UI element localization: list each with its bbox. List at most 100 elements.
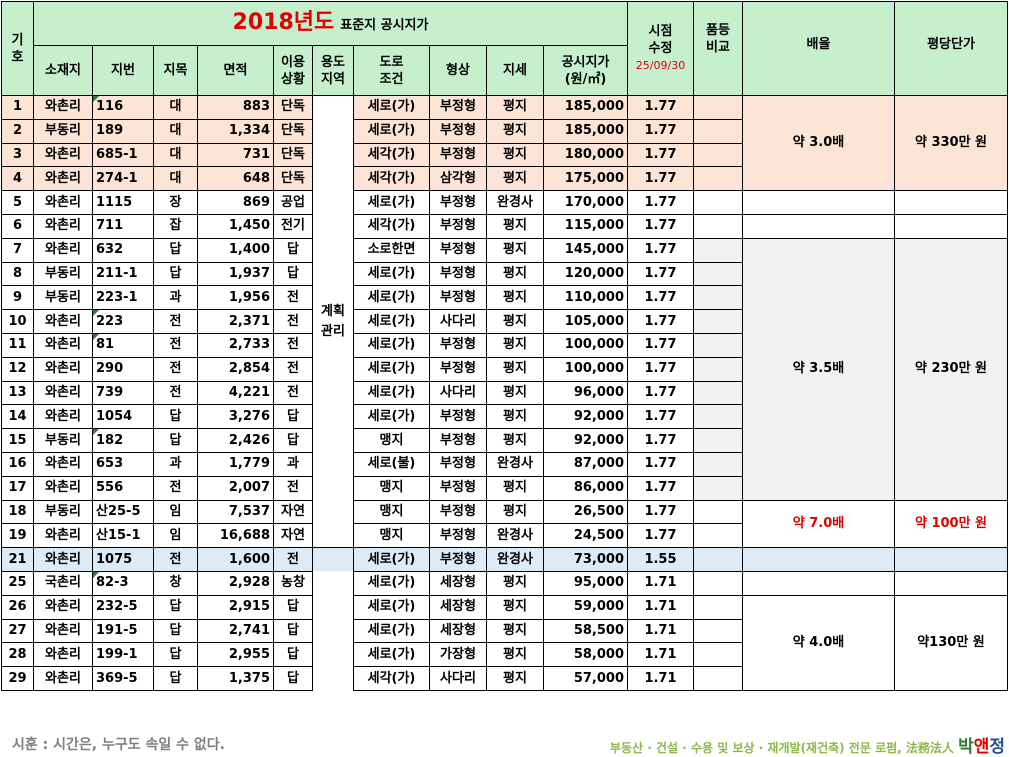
grade-compare-cell: [693, 237, 743, 263]
lot-number-cell: 223-1: [92, 285, 154, 311]
area-cell: 2,915: [197, 594, 274, 620]
area-cell: 1,334: [197, 118, 274, 144]
area-cell: 2,854: [197, 356, 274, 382]
road-condition-cell: 세로(가): [353, 118, 430, 144]
usage-cell: 전: [273, 285, 313, 311]
shape-cell: 가장형: [429, 642, 487, 668]
time-adjust-cell: 1.77: [627, 451, 694, 477]
table-row: 26 와촌리 232-5 답 2,915 답 세로(가) 세장형 평지 59,000 1.71 약 4…: [1, 594, 1008, 691]
time-adjust-cell: 1.77: [627, 237, 694, 263]
road-condition-cell: 세로(가): [353, 356, 430, 382]
road-condition-cell: 세로(가): [353, 332, 430, 358]
shape-cell: 부정형: [429, 261, 487, 287]
usage-cell: 전: [273, 475, 313, 501]
table-row: 17 와촌리 556 전 2,007 전 맹지 부정형 평지 86,000 1.77: [1, 475, 1008, 501]
terrain-cell: 평지: [486, 142, 544, 168]
usage-cell: 단독: [273, 95, 313, 120]
terrain-cell: 평지: [486, 594, 544, 620]
table-row: 18 부동리 산25-5 임 7,537 자연 맹지 부정형 평지 26,500 1.77 약 7.0…: [1, 499, 1008, 549]
grade-compare-cell: [693, 570, 743, 596]
grade-compare-cell: [693, 142, 743, 168]
location-cell: 와촌리: [33, 523, 93, 549]
group-ratio-cell: [742, 213, 895, 239]
shape-cell: 부정형: [429, 428, 487, 453]
usage-cell: 답: [273, 618, 313, 644]
land-category-cell: 전: [153, 309, 198, 334]
lot-number-cell: 211-1: [92, 261, 154, 287]
time-adjust-cell: 1.77: [627, 428, 694, 453]
land-category-cell: 전: [153, 547, 198, 572]
row-number: 3: [1, 142, 34, 168]
lot-number-cell: 223: [92, 309, 154, 334]
terrain-cell: 평지: [486, 666, 544, 691]
row-number: 15: [1, 428, 34, 453]
grade-compare-cell: [693, 523, 743, 549]
group-price-cell: [894, 547, 1008, 572]
usage-cell: 답: [273, 237, 313, 263]
terrain-cell: 평지: [486, 285, 544, 311]
land-category-cell: 답: [153, 404, 198, 430]
price-cell: 100,000: [543, 332, 628, 358]
firm-name-3: 정: [989, 737, 1005, 757]
price-cell: 57,000: [543, 666, 628, 691]
time-adjust-cell: 1.77: [627, 404, 694, 430]
price-cell: 105,000: [543, 309, 628, 334]
time-adjust-cell: 1.71: [627, 570, 694, 596]
time-adjust-cell: 1.77: [627, 285, 694, 311]
shape-cell: 세장형: [429, 618, 487, 644]
terrain-cell: 평지: [486, 475, 544, 501]
usage-cell: 전: [273, 356, 313, 382]
shape-cell: 세장형: [429, 594, 487, 620]
header-grade-compare: 품등 비교: [693, 1, 743, 96]
time-adjust-cell: 1.77: [627, 95, 694, 120]
price-cell: 120,000: [543, 261, 628, 287]
road-condition-cell: 맹지: [353, 475, 430, 501]
road-condition-cell: 소로한면: [353, 237, 430, 263]
table-row: 25 국촌리 82-3 창 2,928 농창 세로(가) 세장형 평지 95,000 1.71: [1, 570, 1008, 596]
location-cell: 부동리: [33, 499, 93, 525]
location-cell: 와촌리: [33, 666, 93, 691]
terrain-cell: 평지: [486, 118, 544, 144]
zone-cell: [312, 595, 354, 620]
table-row: 27 와촌리 191-5 답 2,741 답 세로(가) 세장형 평지 58,500 1.71: [1, 618, 1008, 644]
price-cell: 110,000: [543, 285, 628, 311]
road-condition-cell: 세로(가): [353, 570, 430, 596]
time-adjust-cell: 1.77: [627, 261, 694, 287]
area-cell: 883: [197, 95, 274, 120]
shape-cell: 부정형: [429, 451, 487, 477]
location-cell: 와촌리: [33, 166, 93, 192]
group-price-cell: [894, 213, 1008, 239]
row-number: 6: [1, 213, 34, 239]
group-ratio-cell: 약 7.0배: [742, 499, 895, 549]
grade-compare-cell: [693, 594, 743, 620]
price-cell: 145,000: [543, 237, 628, 263]
header-zone: 용도 지역: [312, 45, 354, 96]
grade-compare-cell: [693, 404, 743, 430]
lot-number-cell: 711: [92, 213, 154, 239]
land-category-cell: 전: [153, 332, 198, 358]
row-number: 12: [1, 356, 34, 382]
shape-cell: 부정형: [429, 95, 487, 120]
time-adjust-cell: 1.71: [627, 642, 694, 668]
header-terrain: 지세: [486, 45, 544, 96]
time-adjust-cell: 1.77: [627, 166, 694, 192]
table-row: 2 부동리 189 대 1,334 단독 세로(가) 부정형 평지 185,000 1.77: [1, 118, 1008, 144]
header-unit-price: 평당단가: [894, 1, 1008, 96]
area-cell: 1,956: [197, 285, 274, 311]
road-condition-cell: 세로(가): [353, 285, 430, 311]
shape-cell: 부정형: [429, 285, 487, 311]
price-cell: 180,000: [543, 142, 628, 168]
table-row: 21 와촌리 1075 전 1,600 전 세로(가) 부정형 완경사 73,000 1.55: [1, 547, 1008, 572]
location-cell: 와촌리: [33, 380, 93, 406]
usage-cell: 답: [273, 666, 313, 691]
footer-tagline: 부동산 · 건설 · 수용 및 보상 · 재개발(재건축) 전문 로펌, 法務法…: [609, 737, 1005, 757]
shape-cell: 부정형: [429, 237, 487, 263]
shape-cell: 부정형: [429, 404, 487, 430]
footer-motto: 시훈 : 시간은, 누구도 속일 수 없다.: [12, 737, 225, 753]
terrain-cell: 완경사: [486, 190, 544, 215]
price-cell: 58,000: [543, 642, 628, 668]
usage-cell: 자연: [273, 523, 313, 549]
area-cell: 1,937: [197, 261, 274, 287]
usage-cell: 단독: [273, 118, 313, 144]
